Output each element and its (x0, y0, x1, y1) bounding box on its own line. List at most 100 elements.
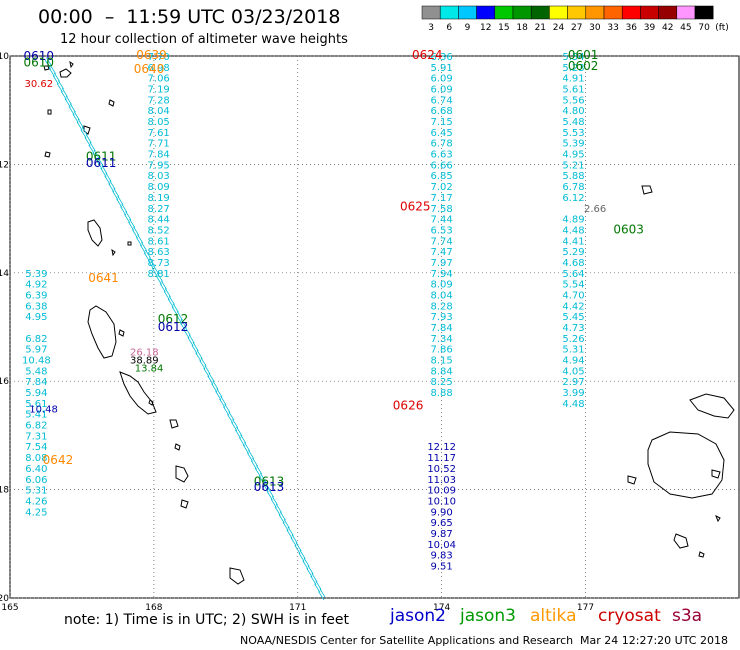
pass-time-label: 0641 (88, 271, 119, 285)
lat-tick-label: -12 (0, 160, 9, 170)
island-outline (169, 419, 179, 429)
colorbar-unit: (ft) (715, 23, 729, 33)
colorbar: 3 6 9 12 15 18 21 24 27 30 33 36 39 42 45 70 (ft) (421, 5, 729, 33)
pass-time-label: 0611 (86, 149, 117, 163)
pass-time-label: 0639 (136, 48, 167, 62)
lon-tick-label: 168 (145, 603, 162, 613)
island-outline (148, 399, 154, 406)
wave-height-value: 2.66 (584, 204, 606, 215)
wave-height-value: 5.39 (562, 139, 584, 150)
wave-height-value: 5.91 (431, 63, 453, 74)
wave-height-value: 10.48 (22, 356, 51, 367)
pass-time-label: 0601 (568, 48, 599, 62)
wave-height-value: 4.05 (562, 366, 584, 377)
wave-height-value: 6.53 (431, 225, 453, 236)
island-outline (59, 68, 72, 78)
wave-height-value: 6.36 (431, 52, 453, 63)
colorbar-swatch (694, 5, 714, 20)
credit: NOAA/NESDIS Center for Satellite Applica… (240, 634, 574, 647)
colorbar-label: 42 (662, 23, 673, 33)
island-outline (647, 431, 725, 499)
wave-height-value: 8.04 (431, 290, 453, 301)
page-title: 00:00 – 11:59 UTC 03/23/2018 (38, 6, 341, 28)
lon-tick-label: 165 (1, 603, 18, 613)
wave-height-value: 7.06 (148, 74, 170, 85)
wave-height-value: 6.66 (431, 160, 453, 171)
wave-height-value: 8.73 (148, 258, 170, 269)
wave-height-value: 4.89 (562, 215, 584, 226)
wave-height-value: 7.70 (148, 52, 170, 63)
island-outline (87, 305, 117, 359)
wave-height-value: 8.05 (148, 117, 170, 128)
wave-height-value: 4.92 (25, 280, 47, 291)
wave-height-value: 5.94 (25, 388, 47, 399)
colorbar-label: 70 (698, 23, 710, 33)
wave-height-value: 5.29 (562, 247, 584, 258)
lat-tick-label: -14 (0, 269, 9, 279)
wave-height-value: 8.52 (148, 225, 170, 236)
wave-height-value: 6.39 (25, 290, 47, 301)
wave-height-value: 7.15 (431, 117, 453, 128)
wave-height-value: 7.54 (25, 442, 47, 453)
island-outline (174, 443, 181, 451)
wave-height-value: 6.06 (25, 475, 47, 486)
wave-height-value: 7.31 (25, 431, 47, 442)
pass-time-label: 0626 (393, 399, 424, 413)
map-grid (9, 55, 739, 599)
pass-time-label: 0603 (613, 222, 644, 236)
wave-height-value: 6.82 (25, 421, 47, 432)
wave-height-value: 7.61 (148, 128, 170, 139)
footer-note: note: 1) Time is in UTC; 2) SWH is in fe… (64, 612, 350, 628)
wave-height-value: 7.86 (431, 345, 453, 356)
wave-height-value: 7.84 (148, 150, 170, 161)
wave-height-value: 2.97 (562, 377, 584, 388)
wave-height-value: 6.09 (431, 85, 453, 96)
wave-height-value: 3.99 (562, 388, 584, 399)
wave-height-value: 4.91 (562, 74, 584, 85)
pass-time-label: 0642 (43, 453, 74, 467)
wave-height-value: 8.15 (431, 356, 453, 367)
coastline (43, 60, 735, 585)
wave-height-value: 8.63 (148, 247, 170, 258)
lat-tick-label: -10 (0, 52, 9, 62)
wave-height-value: 5.88 (562, 171, 584, 182)
colorbar-label: 6 (446, 23, 452, 33)
island-outline (87, 219, 103, 247)
wave-height-value: 6.78 (562, 182, 584, 193)
wave-height-value: 7.95 (148, 160, 170, 171)
wave-height-value: 4.95 (25, 312, 47, 323)
colorbar-label: 9 (465, 23, 471, 33)
wave-height-value: 8.09 (431, 280, 453, 291)
colorbar-label: 3 (428, 23, 434, 33)
wave-height-value: 7.58 (431, 204, 453, 215)
island-outline (711, 469, 721, 479)
wave-height-value: 4.48 (562, 225, 584, 236)
wave-height-value: 9.65 (431, 518, 453, 529)
wave-height-value: 7.94 (431, 269, 453, 280)
wave-height-value: 7.84 (25, 377, 47, 388)
island-outline (69, 60, 74, 69)
legend-jason2: jason2 (390, 606, 446, 626)
wave-height-value: 7.34 (431, 334, 453, 345)
island-outline (175, 465, 189, 483)
lat-tick-label: -20 (0, 594, 9, 604)
timestamp: Mar 24 12:27:20 UTC 2018 (580, 634, 728, 647)
wave-height-value: 8.44 (148, 215, 170, 226)
island-outline (44, 151, 51, 158)
wave-height-value: 8.61 (148, 236, 170, 247)
wave-height-value: 6.12 (562, 193, 584, 204)
wave-height-value: 7.02 (431, 182, 453, 193)
colorbar-label: 18 (516, 23, 528, 33)
wave-height-value: 4.25 (25, 507, 47, 518)
wave-height-value: 4.80 (562, 106, 584, 117)
wave-height-value: 11.03 (427, 475, 456, 486)
wave-height-value: 6.38 (25, 301, 47, 312)
wave-height-value: 5.97 (25, 345, 47, 356)
wave-height-value: 6.63 (431, 150, 453, 161)
wave-height-value: 5.21 (562, 160, 584, 171)
lat-tick-label: -18 (0, 486, 9, 496)
wave-height-value: 10.09 (427, 486, 456, 497)
wave-height-value: 4.70 (562, 290, 584, 301)
